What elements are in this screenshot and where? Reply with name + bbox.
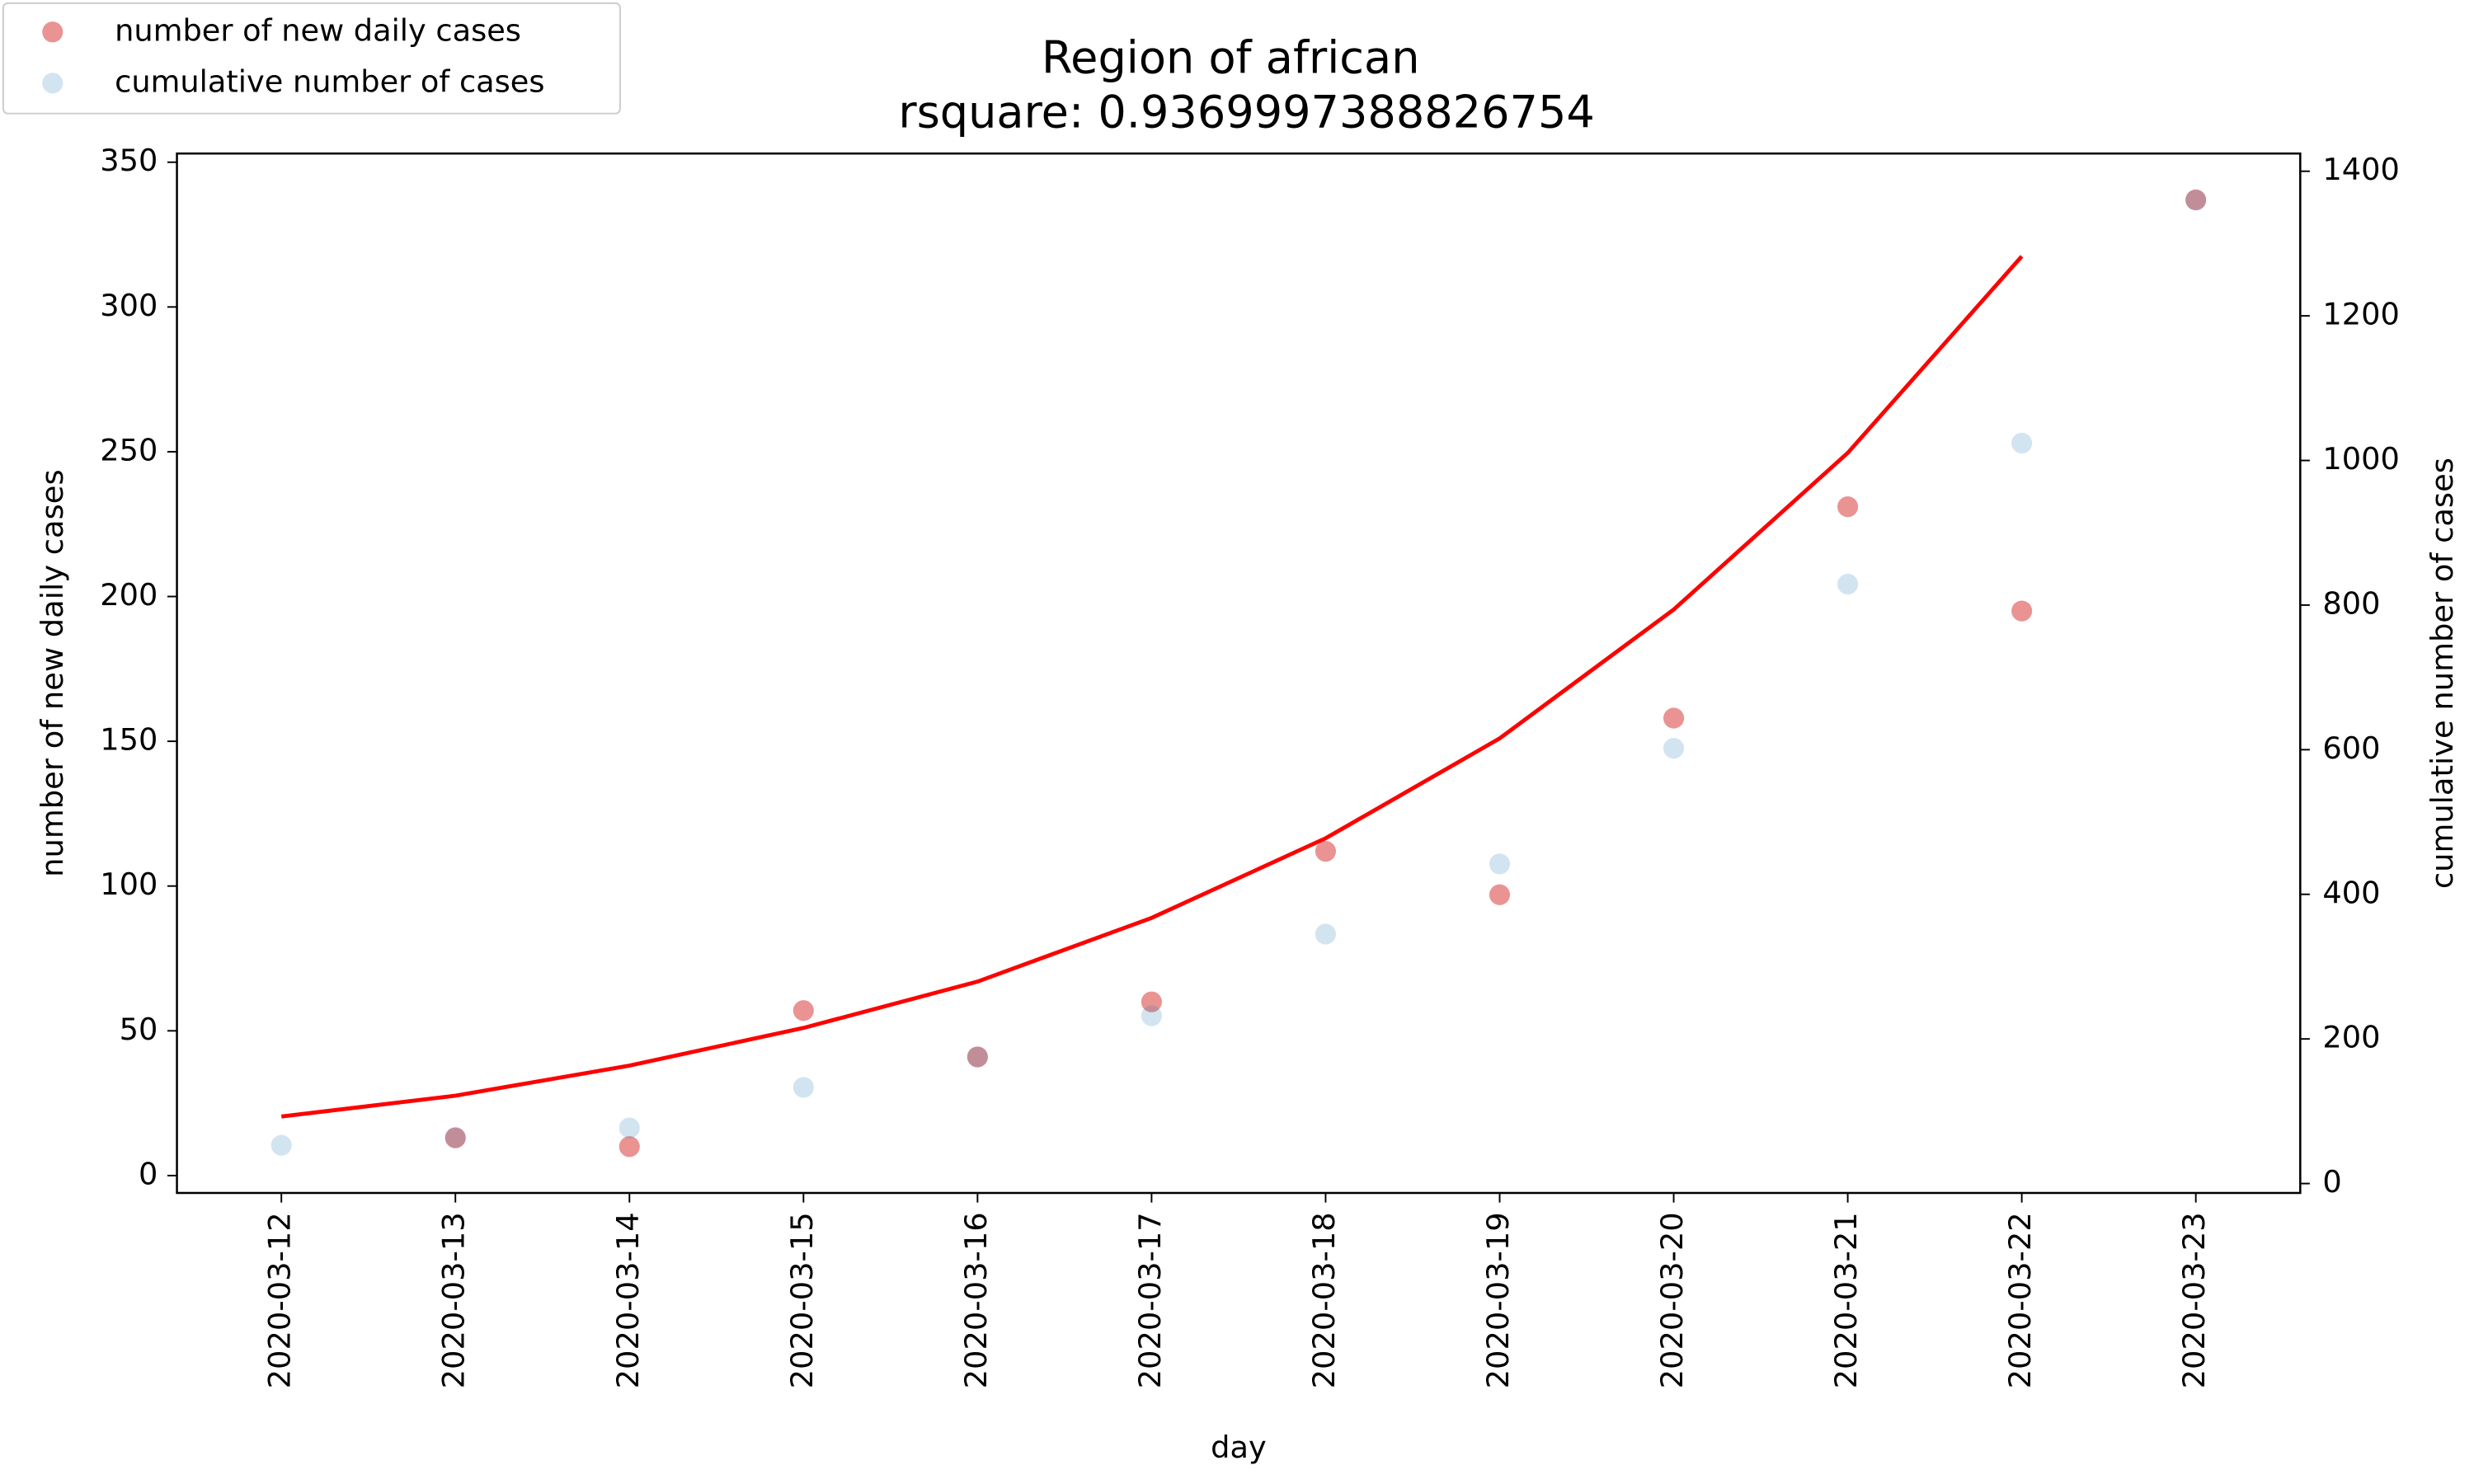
point bbox=[1315, 840, 1337, 862]
legend-marker bbox=[42, 73, 63, 94]
point bbox=[1663, 737, 1685, 759]
point bbox=[618, 1117, 640, 1139]
point bbox=[793, 1077, 814, 1098]
point bbox=[1489, 853, 1511, 875]
fit-line bbox=[280, 255, 2024, 1119]
y2-tick-label: 600 bbox=[2322, 730, 2380, 766]
point bbox=[1141, 1005, 1162, 1026]
point bbox=[1837, 573, 1859, 595]
x-tick-label: 2020-03-13 bbox=[436, 1212, 472, 1388]
point bbox=[1837, 496, 1859, 518]
y-tick-label: 200 bbox=[100, 577, 158, 613]
y2-tick-label: 800 bbox=[2322, 585, 2380, 621]
chart-title: Region of african bbox=[1042, 31, 1419, 83]
x-tick-label: 2020-03-18 bbox=[1306, 1212, 1342, 1388]
x-tick-label: 2020-03-22 bbox=[2002, 1212, 2038, 1388]
x-tick-label: 2020-03-17 bbox=[1132, 1212, 1168, 1388]
x-axis-label: day bbox=[1211, 1430, 1267, 1465]
point bbox=[967, 1046, 988, 1068]
point bbox=[2011, 432, 2033, 454]
point bbox=[967, 1046, 988, 1068]
x-tick-label: 2020-03-15 bbox=[784, 1212, 820, 1388]
point bbox=[2185, 190, 2207, 211]
x-tick-label: 2020-03-19 bbox=[1480, 1212, 1516, 1388]
y-tick-label: 250 bbox=[100, 432, 158, 467]
x-tick-label: 2020-03-16 bbox=[958, 1212, 994, 1388]
point bbox=[1663, 707, 1685, 729]
point bbox=[2011, 600, 2033, 622]
y-tick-label: 100 bbox=[100, 866, 158, 902]
y-tick-label: 0 bbox=[139, 1156, 158, 1191]
point bbox=[1141, 991, 1162, 1012]
y2-tick-label: 1000 bbox=[2322, 441, 2399, 477]
y-tick-label: 350 bbox=[100, 143, 158, 178]
point bbox=[793, 1000, 814, 1021]
y2-tick-label: 1200 bbox=[2322, 297, 2399, 332]
y-tick-label: 150 bbox=[100, 722, 158, 758]
point bbox=[1489, 884, 1511, 905]
x-tick-label: 2020-03-23 bbox=[2176, 1212, 2212, 1388]
point bbox=[618, 1136, 640, 1158]
x-tick-label: 2020-03-21 bbox=[1828, 1212, 1864, 1388]
y2-tick-label: 0 bbox=[2322, 1164, 2341, 1200]
x-tick-label: 2020-03-14 bbox=[610, 1212, 646, 1388]
point bbox=[1315, 923, 1337, 945]
legend-label: cumulative number of cases bbox=[115, 63, 544, 99]
y2-tick-label: 1400 bbox=[2322, 152, 2399, 187]
chart-subtitle: rsquare: 0.9369997388826754 bbox=[898, 86, 1594, 138]
point bbox=[444, 1126, 466, 1148]
plot-frame bbox=[176, 152, 2302, 1195]
legend-label: number of new daily cases bbox=[115, 12, 521, 48]
point bbox=[2185, 189, 2207, 211]
point bbox=[270, 1134, 292, 1156]
legend-marker bbox=[42, 21, 63, 43]
x-tick-label: 2020-03-12 bbox=[262, 1212, 298, 1388]
x-tick-label: 2020-03-20 bbox=[1654, 1212, 1690, 1388]
y-tick-label: 50 bbox=[120, 1012, 158, 1047]
y2-tick-label: 400 bbox=[2322, 875, 2380, 910]
y-tick-label: 300 bbox=[100, 288, 158, 323]
point bbox=[444, 1127, 466, 1148]
y2-tick-label: 200 bbox=[2322, 1020, 2380, 1055]
legend-box bbox=[2, 2, 621, 115]
y-axis-label: number of new daily cases bbox=[35, 469, 70, 876]
y2-axis-label: cumulative number of cases bbox=[2425, 458, 2460, 889]
